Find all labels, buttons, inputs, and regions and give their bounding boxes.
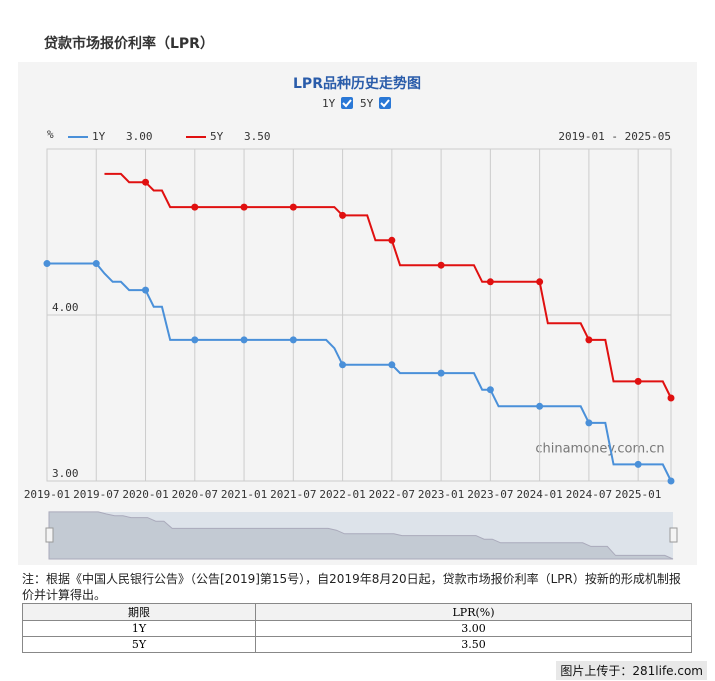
data-point	[486, 278, 494, 286]
x-tick-label: 2021-01	[221, 488, 267, 501]
toggle-label: 5Y	[360, 97, 374, 110]
toggle-label: 1Y	[322, 97, 336, 110]
page-title: 贷款市场报价利率（LPR）	[44, 36, 214, 52]
data-point	[437, 261, 445, 269]
x-tick-label: 2023-01	[418, 488, 464, 501]
data-point	[486, 386, 494, 394]
navigator-handle[interactable]	[669, 527, 678, 543]
checkmark	[380, 99, 390, 108]
footer: 图片上传于：281life.com	[556, 661, 707, 680]
chart: LPR品种历史走势图 % 2019-01 - 2025-05 chinamone…	[24, 75, 678, 560]
navigator-handle[interactable]	[45, 527, 54, 543]
x-tick-label: 2022-07	[369, 488, 415, 501]
date-range: 2019-01 - 2025-05	[558, 130, 671, 143]
table-cell: 1Y	[21, 620, 257, 637]
data-point	[240, 203, 248, 211]
data-point	[191, 336, 199, 344]
series-toggle[interactable]	[379, 97, 391, 109]
table-cell: 5Y	[21, 636, 257, 653]
data-point	[667, 394, 675, 402]
legend-value: 3.00	[126, 130, 153, 143]
data-point	[634, 460, 642, 468]
data-point	[142, 178, 150, 186]
y-tick-label: 3.00	[52, 467, 79, 480]
series-line	[47, 262, 672, 482]
x-tick-label: 2024-07	[566, 488, 612, 501]
data-point	[289, 336, 297, 344]
x-tick-label: 2021-07	[270, 488, 316, 501]
table-header: 期限	[21, 603, 257, 621]
chart-title: LPR品种历史走势图	[293, 75, 421, 92]
table-header: LPR(%)	[255, 603, 692, 621]
data-point	[634, 377, 642, 385]
data-point	[437, 369, 445, 377]
data-point	[388, 361, 396, 369]
note: 注：根据《中国人民银行公告》（公告[2019]第15号），自2019年8月20日…	[22, 572, 681, 602]
legend-label: 1Y	[92, 130, 106, 143]
checkmark	[342, 99, 352, 108]
navigator-area	[48, 511, 674, 560]
data-point	[142, 286, 150, 294]
table-cell: 3.00	[255, 620, 692, 637]
table-cell: 3.50	[255, 636, 692, 653]
x-tick-label: 2025-01	[615, 488, 661, 501]
data-point	[585, 419, 593, 427]
data-point	[240, 336, 248, 344]
data-point	[191, 203, 199, 211]
y-tick-label: 4.00	[52, 301, 79, 314]
x-tick-label: 2022-01	[319, 488, 365, 501]
data-point	[585, 336, 593, 344]
x-tick-label: 2020-01	[122, 488, 168, 501]
x-tick-label: 2024-01	[516, 488, 562, 501]
series-toggle[interactable]	[341, 97, 353, 109]
legend-label: 5Y	[210, 130, 224, 143]
data-point	[289, 203, 297, 211]
x-tick-label: 2020-07	[172, 488, 218, 501]
x-tick-label: 2019-07	[73, 488, 119, 501]
legend-value: 3.50	[244, 130, 271, 143]
watermark: chinamoney.com.cn	[535, 442, 664, 457]
data-point	[339, 361, 347, 369]
y-unit: %	[47, 128, 54, 141]
data-point	[388, 236, 396, 244]
data-point	[339, 211, 347, 219]
data-point	[92, 260, 100, 268]
data-point	[667, 477, 675, 485]
x-tick-label: 2019-01	[24, 488, 70, 501]
data-point	[536, 278, 544, 286]
series-line	[104, 172, 672, 399]
data-point	[43, 260, 51, 268]
lpr-table: 期限 LPR(%) 1Y 3.00 5Y 3.50	[21, 603, 692, 653]
x-tick-label: 2023-07	[467, 488, 513, 501]
data-point	[536, 402, 544, 410]
